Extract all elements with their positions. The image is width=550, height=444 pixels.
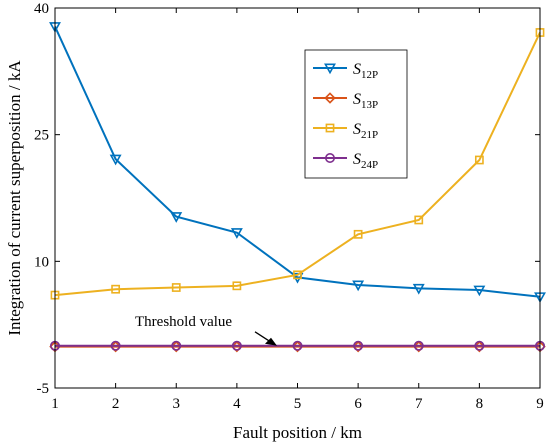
legend-entry-21P: S21P — [313, 121, 378, 141]
data-point-21P-8 — [474, 155, 484, 165]
legend-marker-12P — [324, 63, 336, 75]
series-12P — [49, 22, 546, 304]
data-point-24P-8 — [474, 340, 485, 351]
threshold-arrow-head — [265, 337, 277, 346]
legend-subscript: 12P — [361, 69, 378, 81]
y-tick-label: 40 — [34, 1, 49, 17]
data-point-12P-3 — [170, 212, 183, 223]
legend-name: S — [353, 121, 361, 138]
series-line-12P — [54, 26, 541, 298]
data-point-21P-3 — [171, 283, 181, 292]
x-tick-label: 8 — [476, 396, 484, 412]
y-tick-label: 25 — [34, 128, 49, 144]
data-point-24P-6 — [353, 340, 364, 351]
legend-label-24P: S24P — [353, 151, 378, 171]
data-point-12P-2 — [109, 154, 122, 166]
data-point-24P-3 — [171, 340, 182, 351]
data-point-21P-7 — [414, 215, 424, 225]
legend-label-21P: S21P — [353, 121, 378, 141]
plot-area — [49, 22, 546, 353]
data-point-21P-4 — [232, 281, 242, 291]
legend-box — [304, 49, 408, 179]
legend-marker-13P — [324, 92, 336, 104]
legend-marker-24P — [324, 153, 335, 164]
data-point-12P-6 — [352, 280, 365, 292]
data-point-12P-7 — [412, 283, 425, 295]
x-tick-label: 5 — [294, 396, 302, 412]
legend-entry-24P: S24P — [313, 151, 378, 171]
x-axis-label: Fault position / km — [233, 423, 362, 442]
x-tick-label: 3 — [173, 396, 181, 412]
axes: 1 2 3 4 5 6 7 8 9 -5 10 25 40 Fault position / km Inte… — [5, 1, 544, 442]
y-tick-label: -5 — [37, 381, 50, 397]
legend-marker-21P — [325, 123, 335, 133]
x-tick-label: 2 — [112, 396, 120, 412]
x-tick-label: 9 — [536, 396, 544, 412]
legend-label-12P: S12P — [353, 61, 378, 81]
legend-entry-12P: S12P — [313, 61, 378, 81]
data-point-24P-4 — [231, 340, 242, 351]
legend-subscript: 24P — [361, 159, 378, 171]
legend-name: S — [353, 151, 361, 168]
data-point-12P-8 — [473, 285, 486, 297]
series-line-21P — [54, 32, 541, 297]
plot-frame — [54, 7, 541, 389]
data-point-24P-2 — [110, 340, 121, 351]
data-point-12P-4 — [230, 228, 243, 239]
y-axis-label: Integration of current superposition / k… — [5, 60, 24, 336]
x-tick-label: 7 — [415, 396, 423, 412]
x-tick-label: 1 — [51, 396, 59, 412]
threshold-label: Threshold value — [135, 314, 232, 330]
legend-subscript: 13P — [361, 99, 378, 111]
data-point-24P-7 — [413, 340, 424, 351]
series-21P — [50, 28, 545, 300]
data-point-21P-5 — [293, 270, 302, 280]
legend-name: S — [353, 91, 361, 108]
data-point-21P-6 — [353, 229, 363, 239]
legend-label-13P: S13P — [353, 91, 378, 111]
y-tick-label: 10 — [34, 254, 49, 270]
data-point-24P-5 — [292, 340, 303, 351]
x-tick-label: 4 — [233, 396, 241, 412]
annotations: Threshold value — [135, 314, 277, 346]
x-tick-label: 6 — [354, 396, 362, 412]
legend-name: S — [353, 61, 361, 78]
data-point-21P-2 — [111, 284, 121, 294]
legend-entry-13P: S13P — [313, 91, 378, 111]
legend-subscript: 21P — [361, 129, 378, 141]
